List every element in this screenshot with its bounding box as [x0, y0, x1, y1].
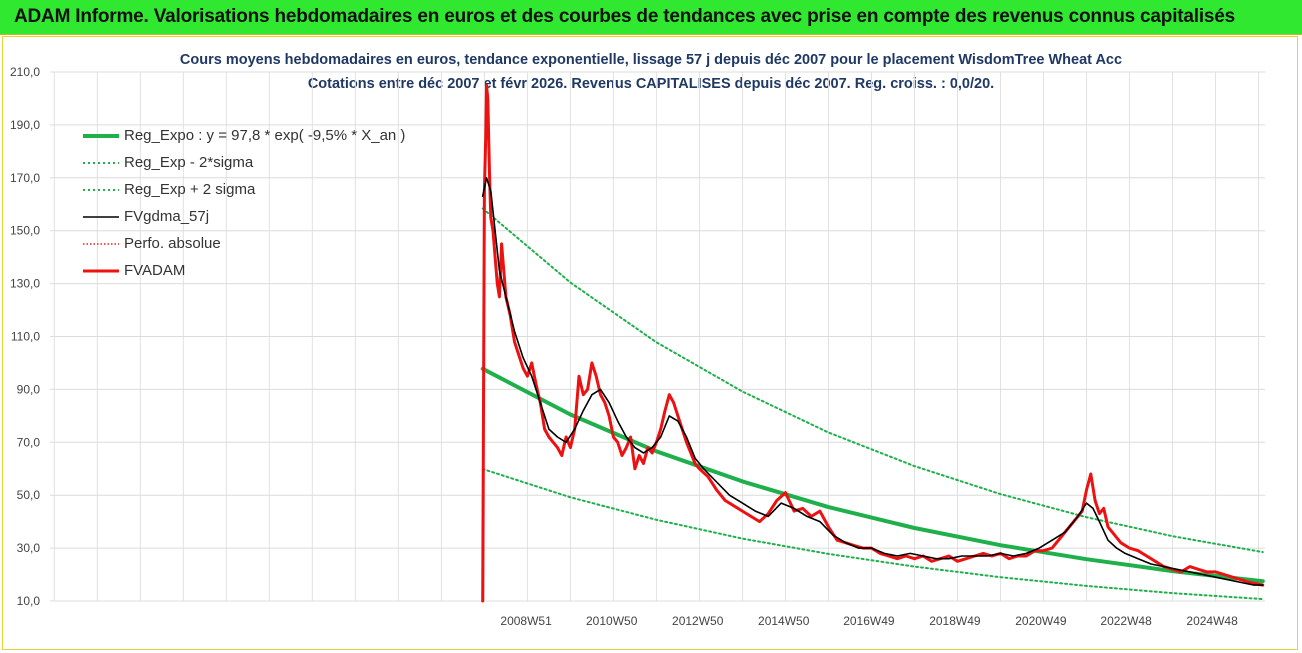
chart-area-border — [2, 36, 1298, 650]
y-tick-label: 70,0 — [17, 435, 41, 449]
x-tick-label: 2016W49 — [843, 614, 895, 628]
y-tick-label: 10,0 — [17, 594, 41, 608]
x-tick-label: 2014W50 — [758, 614, 810, 628]
legend-swatch — [83, 243, 119, 245]
legend-swatch — [83, 216, 119, 218]
legend-swatch — [83, 189, 119, 191]
legend-label: Perfo. absolue — [124, 235, 221, 252]
chart-title: Cours moyens hebdomadaires en euros, ten… — [179, 52, 1123, 68]
legend-label: Reg_Exp + 2 sigma — [124, 181, 256, 198]
y-tick-label: 50,0 — [17, 488, 41, 502]
y-tick-label: 30,0 — [17, 541, 41, 555]
x-tick-label: 2008W51 — [500, 614, 552, 628]
x-tick-label: 2022W48 — [1100, 614, 1152, 628]
series-line-5 — [481, 83, 1265, 603]
y-tick-label: 190,0 — [10, 118, 40, 132]
report-title: ADAM Informe. Valorisations hebdomadaire… — [14, 6, 1236, 27]
legend-label: Reg_Exp - 2*sigma — [124, 154, 254, 171]
x-tick-label: 2012W50 — [672, 614, 724, 628]
x-tick-label: 2024W48 — [1186, 614, 1238, 628]
y-tick-label: 170,0 — [10, 171, 40, 185]
y-tick-label: 210,0 — [10, 65, 40, 79]
y-tick-label: 130,0 — [10, 277, 40, 291]
series-line-2 — [481, 207, 1264, 554]
x-tick-label: 2018W49 — [929, 614, 981, 628]
chart-subtitle: Cotations entre déc 2007 et févr 2026. R… — [307, 76, 995, 92]
legend-swatch — [83, 162, 119, 164]
legend-label: FVADAM — [124, 262, 186, 279]
legend-swatch — [83, 134, 119, 138]
series-line-3 — [481, 177, 1264, 586]
x-tick-label: 2010W50 — [586, 614, 638, 628]
series-line-1 — [481, 468, 1264, 601]
legend-swatch — [83, 269, 119, 273]
legend-label: FVgdma_57j — [124, 208, 210, 225]
y-tick-label: 90,0 — [17, 382, 41, 396]
series-line-4 — [481, 84, 1264, 602]
x-tick-label: 2020W49 — [1015, 614, 1067, 628]
legend-label: Reg_Expo : y = 97,8 * exp( -9,5% * X_an … — [124, 127, 406, 144]
y-tick-label: 110,0 — [11, 330, 40, 344]
report-banner: ADAM Informe. Valorisations hebdomadaire… — [0, 0, 1302, 35]
y-tick-label: 150,0 — [10, 224, 40, 238]
